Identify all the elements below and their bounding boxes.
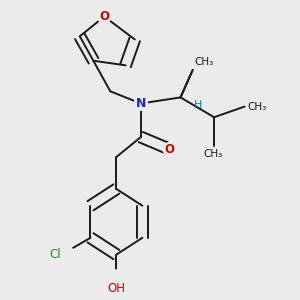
Circle shape [98, 10, 111, 23]
Text: O: O [99, 10, 109, 23]
Text: N: N [136, 97, 146, 110]
Circle shape [134, 97, 148, 110]
Circle shape [163, 142, 177, 156]
Circle shape [104, 270, 128, 294]
Text: Cl: Cl [50, 248, 62, 261]
Text: CH₃: CH₃ [203, 149, 222, 159]
Text: OH: OH [107, 282, 125, 295]
Text: CH₃: CH₃ [247, 102, 266, 112]
Circle shape [50, 242, 74, 267]
Text: H: H [194, 100, 202, 110]
Text: CH₃: CH₃ [194, 58, 214, 68]
Text: O: O [165, 143, 175, 156]
